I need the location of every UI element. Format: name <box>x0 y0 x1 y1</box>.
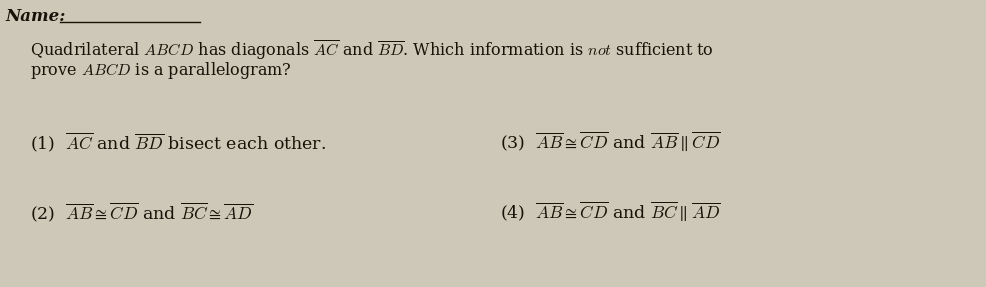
Text: Name:: Name: <box>5 8 65 25</box>
Text: (3)  $\overline{AB} \cong \overline{CD}$ and $\overline{AB} \parallel \overline{: (3) $\overline{AB} \cong \overline{CD}$ … <box>500 130 720 154</box>
Text: (2)  $\overline{AB} \cong \overline{CD}$ and $\overline{BC} \cong \overline{AD}$: (2) $\overline{AB} \cong \overline{CD}$ … <box>30 200 253 224</box>
Text: (1)  $\overline{AC}$ and $\overline{BD}$ bisect each other.: (1) $\overline{AC}$ and $\overline{BD}$ … <box>30 130 325 154</box>
Text: Quadrilateral $\mathit{ABCD}$ has diagonals $\overline{AC}$ and $\overline{BD}$.: Quadrilateral $\mathit{ABCD}$ has diagon… <box>30 38 713 62</box>
Text: (4)  $\overline{AB} \cong \overline{CD}$ and $\overline{BC} \parallel \overline{: (4) $\overline{AB} \cong \overline{CD}$ … <box>500 200 720 224</box>
Text: prove $\mathit{ABCD}$ is a parallelogram?: prove $\mathit{ABCD}$ is a parallelogram… <box>30 60 292 81</box>
